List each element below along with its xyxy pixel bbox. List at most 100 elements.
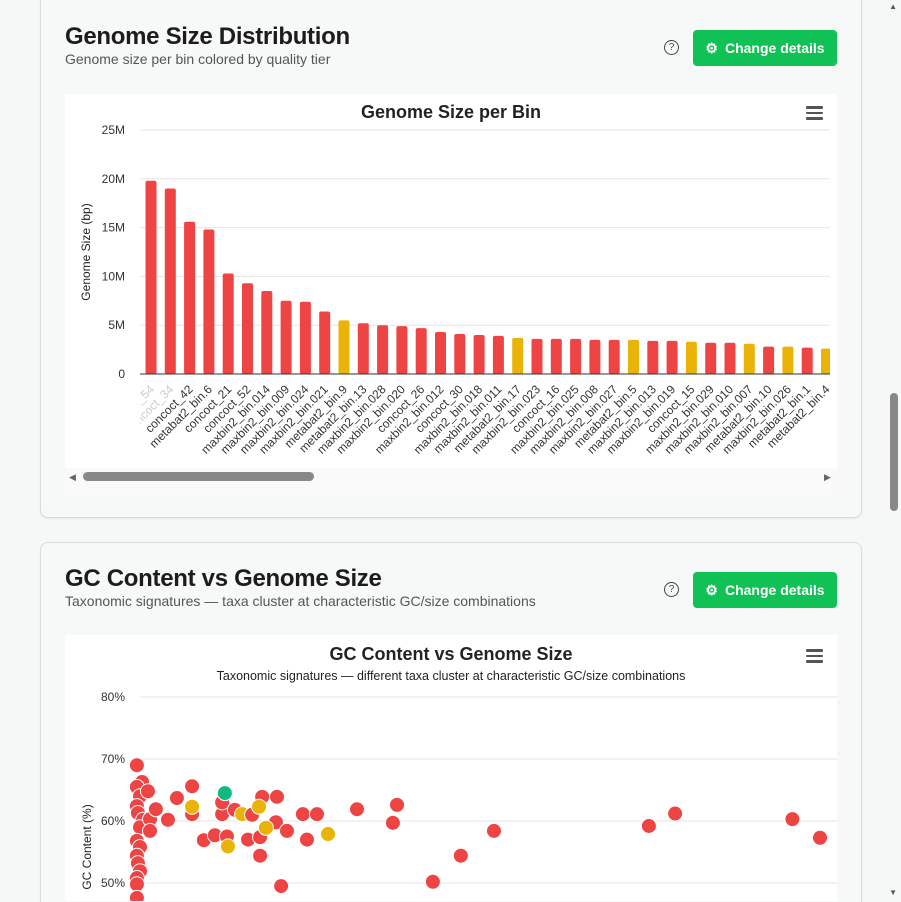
x-scrollbar-thumb [83, 472, 314, 481]
scatter-point [784, 811, 801, 828]
bar [299, 301, 311, 374]
scatter-point [252, 847, 269, 864]
scatter-point [268, 788, 285, 805]
bar [280, 300, 292, 374]
help-icon[interactable]: ? [664, 40, 679, 55]
change-details-button[interactable]: ⚙ Change details [693, 572, 837, 608]
scatter-point [812, 829, 828, 846]
bar [705, 342, 717, 374]
bars-group: concoct_54concoct_34concoct_42metabat2_b… [140, 180, 830, 457]
scatter-point [384, 814, 401, 831]
bar [222, 273, 234, 374]
bar [473, 334, 485, 374]
bar [319, 311, 331, 374]
y-axis-label: GC Content (%) [80, 804, 94, 889]
bar [164, 188, 176, 374]
bar [531, 338, 543, 374]
bar [242, 283, 253, 374]
button-label: Change details [724, 40, 825, 56]
scatter-point [139, 783, 156, 800]
chart-menu-icon[interactable] [806, 649, 823, 666]
change-details-button[interactable]: ⚙ Change details [693, 30, 837, 66]
bar [357, 323, 369, 374]
help-icon[interactable]: ? [664, 582, 679, 597]
y-tick-label: 10M [102, 269, 125, 283]
scatter-point [640, 817, 657, 834]
scatter-point [128, 876, 145, 893]
bar [724, 342, 736, 374]
bar [821, 348, 830, 374]
scatter-point [278, 822, 295, 839]
bar [550, 338, 562, 374]
bar [570, 338, 582, 374]
bar [608, 339, 620, 374]
y-tick-label: 0 [118, 367, 125, 381]
bar [666, 340, 678, 374]
bar [628, 339, 639, 374]
bar [415, 328, 427, 374]
y-tick-label: 25M [102, 123, 125, 137]
bar [203, 229, 215, 374]
scatter-point [168, 790, 185, 807]
y-tick-label: 70% [101, 752, 125, 766]
bar [763, 346, 775, 374]
scatter-chart: GC Content vs Genome Size Taxonomic sign… [65, 635, 837, 901]
scatter-point [308, 806, 325, 823]
scatter-point [320, 826, 337, 843]
bar [454, 333, 466, 374]
bar [512, 337, 524, 374]
scatter-point [452, 847, 469, 864]
scatter-plot: 50% 60% 70% 80% GC Content (%) [80, 690, 837, 901]
scroll-left-arrow-icon: ◀ [69, 472, 76, 482]
scroll-down-arrow-icon[interactable]: ▼ [889, 888, 897, 897]
scatter-point [389, 796, 406, 813]
bar [396, 326, 408, 374]
section-title: Genome Size Distribution [65, 23, 350, 50]
bar-plot: 0 5M 10M 15M 20M 25M Genome Size (bp) concoct_5… [65, 123, 837, 498]
bar [377, 325, 389, 374]
scatter-point [349, 801, 366, 818]
gc-content-card: GC Content vs Genome Size Taxonomic sign… [40, 542, 862, 902]
bar [492, 335, 504, 374]
scatter-point [147, 801, 164, 818]
bar [435, 332, 446, 374]
bar [801, 347, 813, 374]
bar [261, 291, 273, 374]
scatter-point [294, 806, 311, 823]
y-tick-label: 5M [108, 318, 125, 332]
y-tick-label: 15M [102, 221, 125, 235]
section-subtitle: Genome size per bin colored by quality t… [65, 51, 331, 67]
bar [145, 180, 157, 374]
page-scrollbar[interactable] [890, 393, 898, 511]
bar-chart: Genome Size per Bin 0 5M 10M 15M 20M 25M Genom… [65, 94, 837, 498]
chart-menu-icon[interactable] [806, 106, 823, 123]
bar [743, 343, 755, 374]
bar [685, 341, 697, 374]
genome-size-card: Genome Size Distribution Genome size per… [40, 0, 862, 518]
button-label: Change details [724, 582, 825, 598]
y-tick-label: 50% [101, 876, 125, 890]
chart-title: Genome Size per Bin [360, 102, 542, 122]
scatter-point [257, 819, 274, 836]
bar [589, 339, 601, 374]
scatter-point [667, 805, 684, 822]
section-subtitle: Taxonomic signatures — taxa cluster at c… [65, 593, 536, 609]
chart-title: GC Content vs Genome Size [329, 644, 573, 664]
y-tick-label: 20M [102, 172, 125, 186]
section-title: GC Content vs Genome Size [65, 565, 382, 592]
scatter-point [219, 838, 236, 855]
chart-subtitle: Taxonomic signatures — different taxa cl… [216, 669, 686, 683]
bar [647, 340, 659, 374]
scroll-right-arrow-icon: ▶ [824, 472, 831, 482]
scatter-point [298, 831, 315, 848]
scroll-up-arrow-icon[interactable]: ▲ [889, 2, 897, 11]
scatter-point [273, 878, 290, 895]
gear-icon: ⚙ [705, 581, 718, 598]
bar [184, 221, 196, 374]
scatter-point [159, 811, 176, 828]
scatter-point [128, 757, 145, 774]
scatter-point [216, 785, 233, 802]
bar [782, 346, 794, 374]
scatter-point [184, 778, 201, 795]
scatter-point [128, 889, 145, 901]
